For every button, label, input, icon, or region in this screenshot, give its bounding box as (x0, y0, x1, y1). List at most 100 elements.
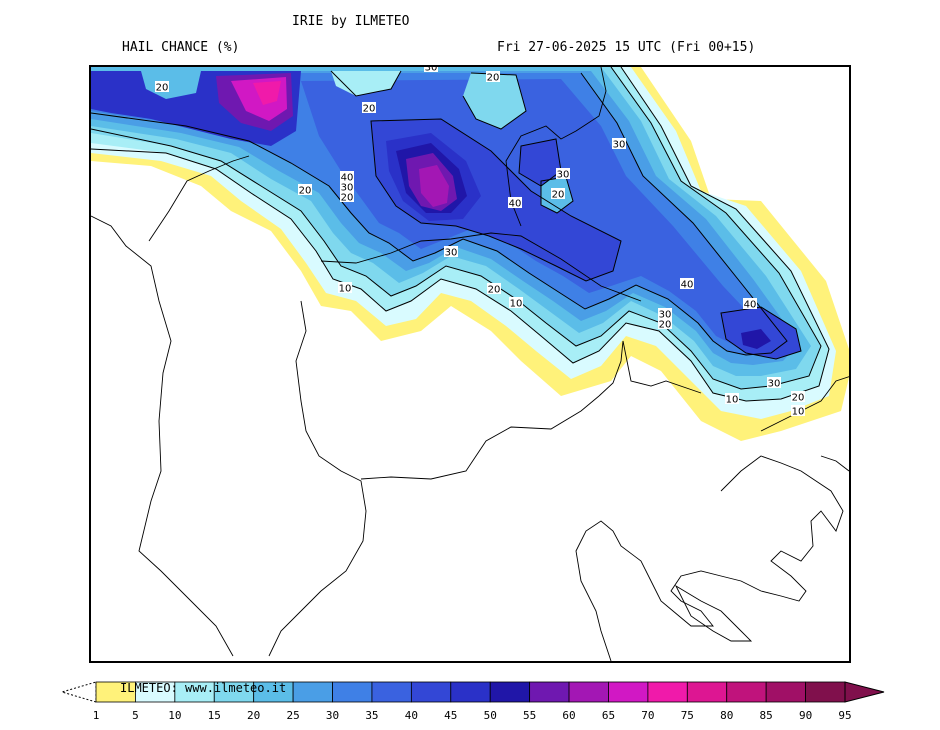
legend-swatch (332, 681, 373, 703)
svg-text:30: 30 (659, 310, 672, 321)
svg-text:30: 30 (557, 170, 570, 181)
legend-swatch (450, 681, 491, 703)
legend-swatch (529, 681, 570, 703)
contour-label: 30 (612, 138, 626, 151)
band-10-north (331, 71, 401, 96)
legend-tick-label: 90 (799, 709, 812, 722)
border-west-1 (91, 215, 234, 657)
svg-text:40: 40 (341, 173, 354, 184)
svg-text:20: 20 (341, 193, 354, 204)
legend-swatches (95, 681, 846, 703)
legend-tick-label: 60 (562, 709, 575, 722)
legend-tick-label: 35 (365, 709, 378, 722)
band-50-east (741, 329, 771, 349)
svg-text:20: 20 (488, 285, 501, 296)
svg-text:10: 10 (726, 395, 739, 406)
legend-tick-label: 85 (760, 709, 773, 722)
legend-tick-label: 65 (602, 709, 615, 722)
legend-tick-labels: 1 5 10 15 20 25 30 35 40 45 50 55 60 65 70 75 80 85 90 95 (93, 709, 852, 722)
svg-text:10: 10 (510, 299, 523, 310)
contour-label: 10 (338, 282, 352, 295)
hail-chance-map: 30 20 20 20 30 40 30 20 20 30 20 40 10 30 20 10 40 30 20 40… (89, 65, 851, 663)
border-river-1 (320, 232, 642, 302)
legend-swatch (608, 681, 649, 703)
svg-text:40: 40 (681, 280, 694, 291)
svg-text:40: 40 (509, 199, 522, 210)
legend-tick-label: 70 (641, 709, 654, 722)
legend-underflow-arrow (60, 681, 97, 703)
contour-label: 40 (340, 171, 354, 184)
svg-text:20: 20 (363, 104, 376, 115)
legend-tick-label: 50 (484, 709, 497, 722)
legend-swatch (647, 681, 688, 703)
contour-label: 20 (658, 318, 672, 331)
field-title: HAIL CHANCE (%) (122, 40, 240, 55)
contour-label: 20 (155, 81, 169, 94)
band-70-nw (253, 81, 281, 105)
svg-text:10: 10 (792, 407, 805, 418)
contour-label: 30 (556, 168, 570, 181)
svg-text:20: 20 (792, 393, 805, 404)
legend-tick-label: 25 (286, 709, 299, 722)
contour-label: 20 (791, 391, 805, 404)
legend-tick-label: 40 (405, 709, 418, 722)
borders-and-coastlines (91, 67, 849, 661)
legend-swatch (805, 681, 846, 703)
contour-label: 20 (298, 184, 312, 197)
svg-text:20: 20 (659, 320, 672, 331)
svg-text:30: 30 (341, 183, 354, 194)
band-30-lobe (519, 139, 561, 186)
border-mid-1 (360, 395, 600, 480)
border-north-1 (268, 300, 367, 657)
legend-swatch (410, 681, 452, 703)
legend-tick-label: 80 (720, 709, 733, 722)
contour-label: 30 (340, 181, 354, 194)
coast-east-2 (575, 455, 844, 661)
border-mid-2 (598, 340, 702, 397)
contour-label: 10 (725, 393, 739, 406)
band-60 (419, 165, 449, 207)
svg-text:30: 30 (768, 379, 781, 390)
contour-label: 40 (508, 197, 522, 210)
contour-label: 10 (791, 405, 805, 418)
svg-text:20: 20 (299, 186, 312, 197)
legend-swatch (292, 681, 333, 703)
contour-label: 20 (362, 102, 376, 115)
contour-label: 40 (743, 298, 757, 311)
svg-text:20: 20 (487, 73, 500, 84)
coast-east-1 (760, 376, 849, 432)
contour-label: 20 (340, 191, 354, 204)
border-river-2 (505, 67, 607, 227)
legend-tick-label: 1 (93, 709, 100, 722)
legend-tick-label: 15 (208, 709, 221, 722)
legend-tick-label: 45 (444, 709, 457, 722)
watermark: ILMETEO: www.ilmeteo.it (120, 681, 287, 695)
contour-lines (91, 67, 830, 402)
contour-label: 20 (487, 283, 501, 296)
legend-tick-label: 30 (326, 709, 339, 722)
legend-tick-label: 20 (247, 709, 260, 722)
legend-tick-label: 10 (168, 709, 181, 722)
contour-label: 30 (658, 308, 672, 321)
contour-label: 30 (767, 377, 781, 390)
color-legend: 1 5 10 15 20 25 30 35 40 45 50 55 60 65 70 75 80 85 90 95 (0, 676, 940, 726)
legend-swatch (686, 681, 728, 703)
legend-swatch (765, 681, 806, 703)
band-20-north (463, 73, 526, 129)
legend-swatch (371, 681, 412, 703)
hail-bands (91, 67, 849, 441)
contour-label: 30 (444, 246, 458, 259)
legend-tick-label: 5 (132, 709, 139, 722)
svg-text:40: 40 (744, 300, 757, 311)
border-west-2 (148, 155, 250, 242)
model-title: IRIE by ILMETEO (292, 14, 410, 29)
svg-text:20: 20 (156, 83, 169, 94)
svg-text:30: 30 (425, 67, 438, 74)
legend-tick-label: 75 (681, 709, 694, 722)
legend-tick-label: 55 (523, 709, 536, 722)
legend-swatch (726, 681, 767, 703)
svg-text:20: 20 (552, 190, 565, 201)
svg-text:10: 10 (339, 284, 352, 295)
contour-label: 30 (424, 67, 438, 74)
